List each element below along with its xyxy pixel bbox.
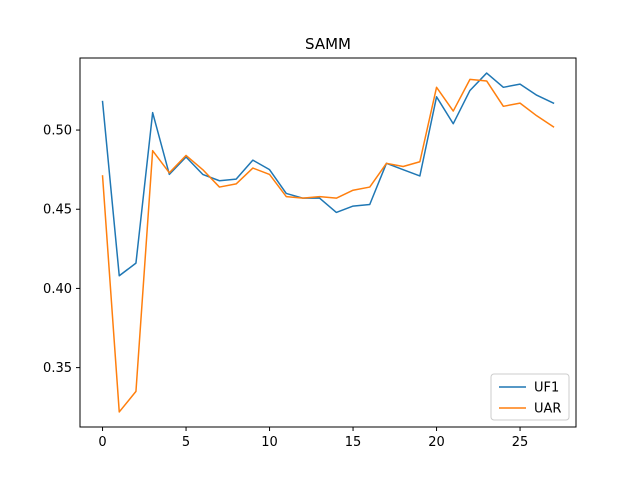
x-tick-label: 5 [182, 435, 190, 450]
series-line-uar [101, 78, 555, 413]
series-layer [101, 72, 555, 413]
legend-label-uar: UAR [534, 402, 561, 417]
x-tick-label: 25 [512, 435, 529, 450]
x-tick-label: 10 [261, 435, 278, 450]
y-tick-label: 0.35 [43, 361, 72, 376]
x-axis: 0 5 10 15 20 25 [98, 427, 528, 450]
x-tick-label: 0 [98, 435, 106, 450]
y-axis: 0.35 0.40 0.45 0.50 [43, 124, 80, 376]
series-line-uf1 [101, 72, 555, 277]
x-tick-label: 20 [428, 435, 445, 450]
y-tick-label: 0.40 [43, 282, 72, 297]
y-tick-label: 0.45 [43, 203, 72, 218]
x-tick-label: 15 [345, 435, 362, 450]
legend-label-uf1: UF1 [534, 381, 559, 396]
chart-title: SAMM [305, 35, 351, 53]
y-tick-label: 0.50 [43, 124, 72, 139]
plot-frame [79, 57, 577, 428]
legend: UF1 UAR [490, 373, 570, 421]
